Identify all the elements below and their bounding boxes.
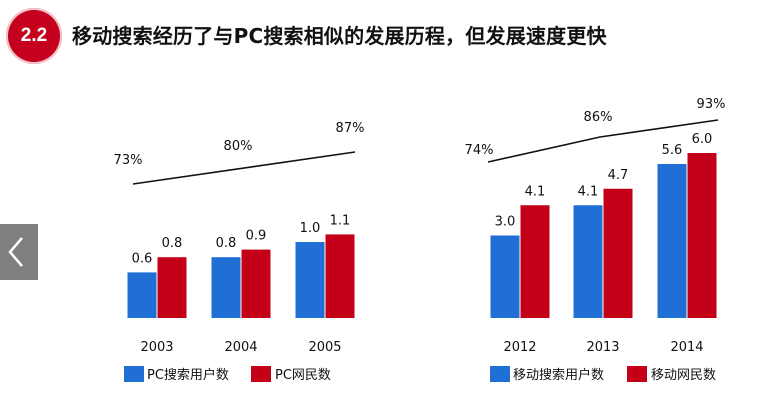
ratio-label-1-1: 86% <box>584 110 613 125</box>
data-label-0-series1-2004: 0.8 <box>216 236 237 251</box>
data-label-0-series1-2005: 1.0 <box>300 221 321 236</box>
ratio-line-0 <box>132 151 356 185</box>
bar-0-series2-2004 <box>241 249 271 318</box>
bar-1-series2-2012 <box>520 205 550 318</box>
data-label-1-series2-2014: 6.0 <box>692 132 713 147</box>
bar-0-series2-2005 <box>325 234 355 318</box>
legend-label-1-0: 移动搜索用户数 <box>513 367 604 383</box>
bar-0-series2-2003 <box>157 257 187 318</box>
data-label-0-series2-2004: 0.9 <box>246 229 267 244</box>
legend-swatch-0-0 <box>124 366 144 382</box>
category-label-2005: 2005 <box>308 340 341 355</box>
data-label-0-series1-2003: 0.6 <box>132 251 153 266</box>
bar-1-series2-2014 <box>687 153 717 318</box>
data-label-0-series2-2005: 1.1 <box>330 213 351 228</box>
ratio-label-1-2: 93% <box>697 97 726 112</box>
ratio-label-0-0: 73% <box>114 153 143 168</box>
legend-label-1-1: 移动网民数 <box>651 368 716 383</box>
bar-0-series1-2005 <box>295 242 325 318</box>
bar-1-series1-2012 <box>490 235 520 318</box>
prev-slide-button[interactable] <box>0 224 38 280</box>
legend-swatch-0-1 <box>251 366 271 382</box>
data-label-1-series2-2013: 4.7 <box>608 168 629 183</box>
category-label-2004: 2004 <box>224 340 257 355</box>
data-label-1-series1-2012: 3.0 <box>495 215 516 230</box>
legend-label-0-0: PC搜索用户数 <box>147 367 229 383</box>
legend-swatch-1-0 <box>490 366 510 382</box>
ratio-label-0-2: 87% <box>336 121 365 136</box>
data-label-0-series2-2003: 0.8 <box>162 236 183 251</box>
section-number: 2.2 <box>20 25 48 46</box>
bar-0-series1-2003 <box>127 272 157 318</box>
ratio-label-0-1: 80% <box>224 139 253 154</box>
ratio-label-1-0: 74% <box>465 143 494 158</box>
category-label-2003: 2003 <box>140 340 173 355</box>
category-label-2014: 2014 <box>670 340 703 355</box>
data-label-1-series1-2014: 5.6 <box>662 143 683 158</box>
ratio-line-1 <box>487 119 719 163</box>
legend-label-0-1: PC网民数 <box>275 368 331 383</box>
chevron-left-icon <box>8 237 23 267</box>
category-label-2013: 2013 <box>586 340 619 355</box>
bar-0-series1-2004 <box>211 257 241 318</box>
category-label-2012: 2012 <box>503 340 536 355</box>
section-badge: 2.2 <box>6 8 62 64</box>
data-label-1-series1-2013: 4.1 <box>578 184 599 199</box>
bar-1-series2-2013 <box>603 188 633 318</box>
legend-swatch-1-1 <box>627 366 647 382</box>
bar-1-series1-2013 <box>573 205 603 318</box>
bar-1-series1-2014 <box>657 164 687 318</box>
page-title: 移动搜索经历了与PC搜索相似的发展历程，但发展速度更快 <box>72 24 607 48</box>
data-label-1-series2-2012: 4.1 <box>525 184 546 199</box>
